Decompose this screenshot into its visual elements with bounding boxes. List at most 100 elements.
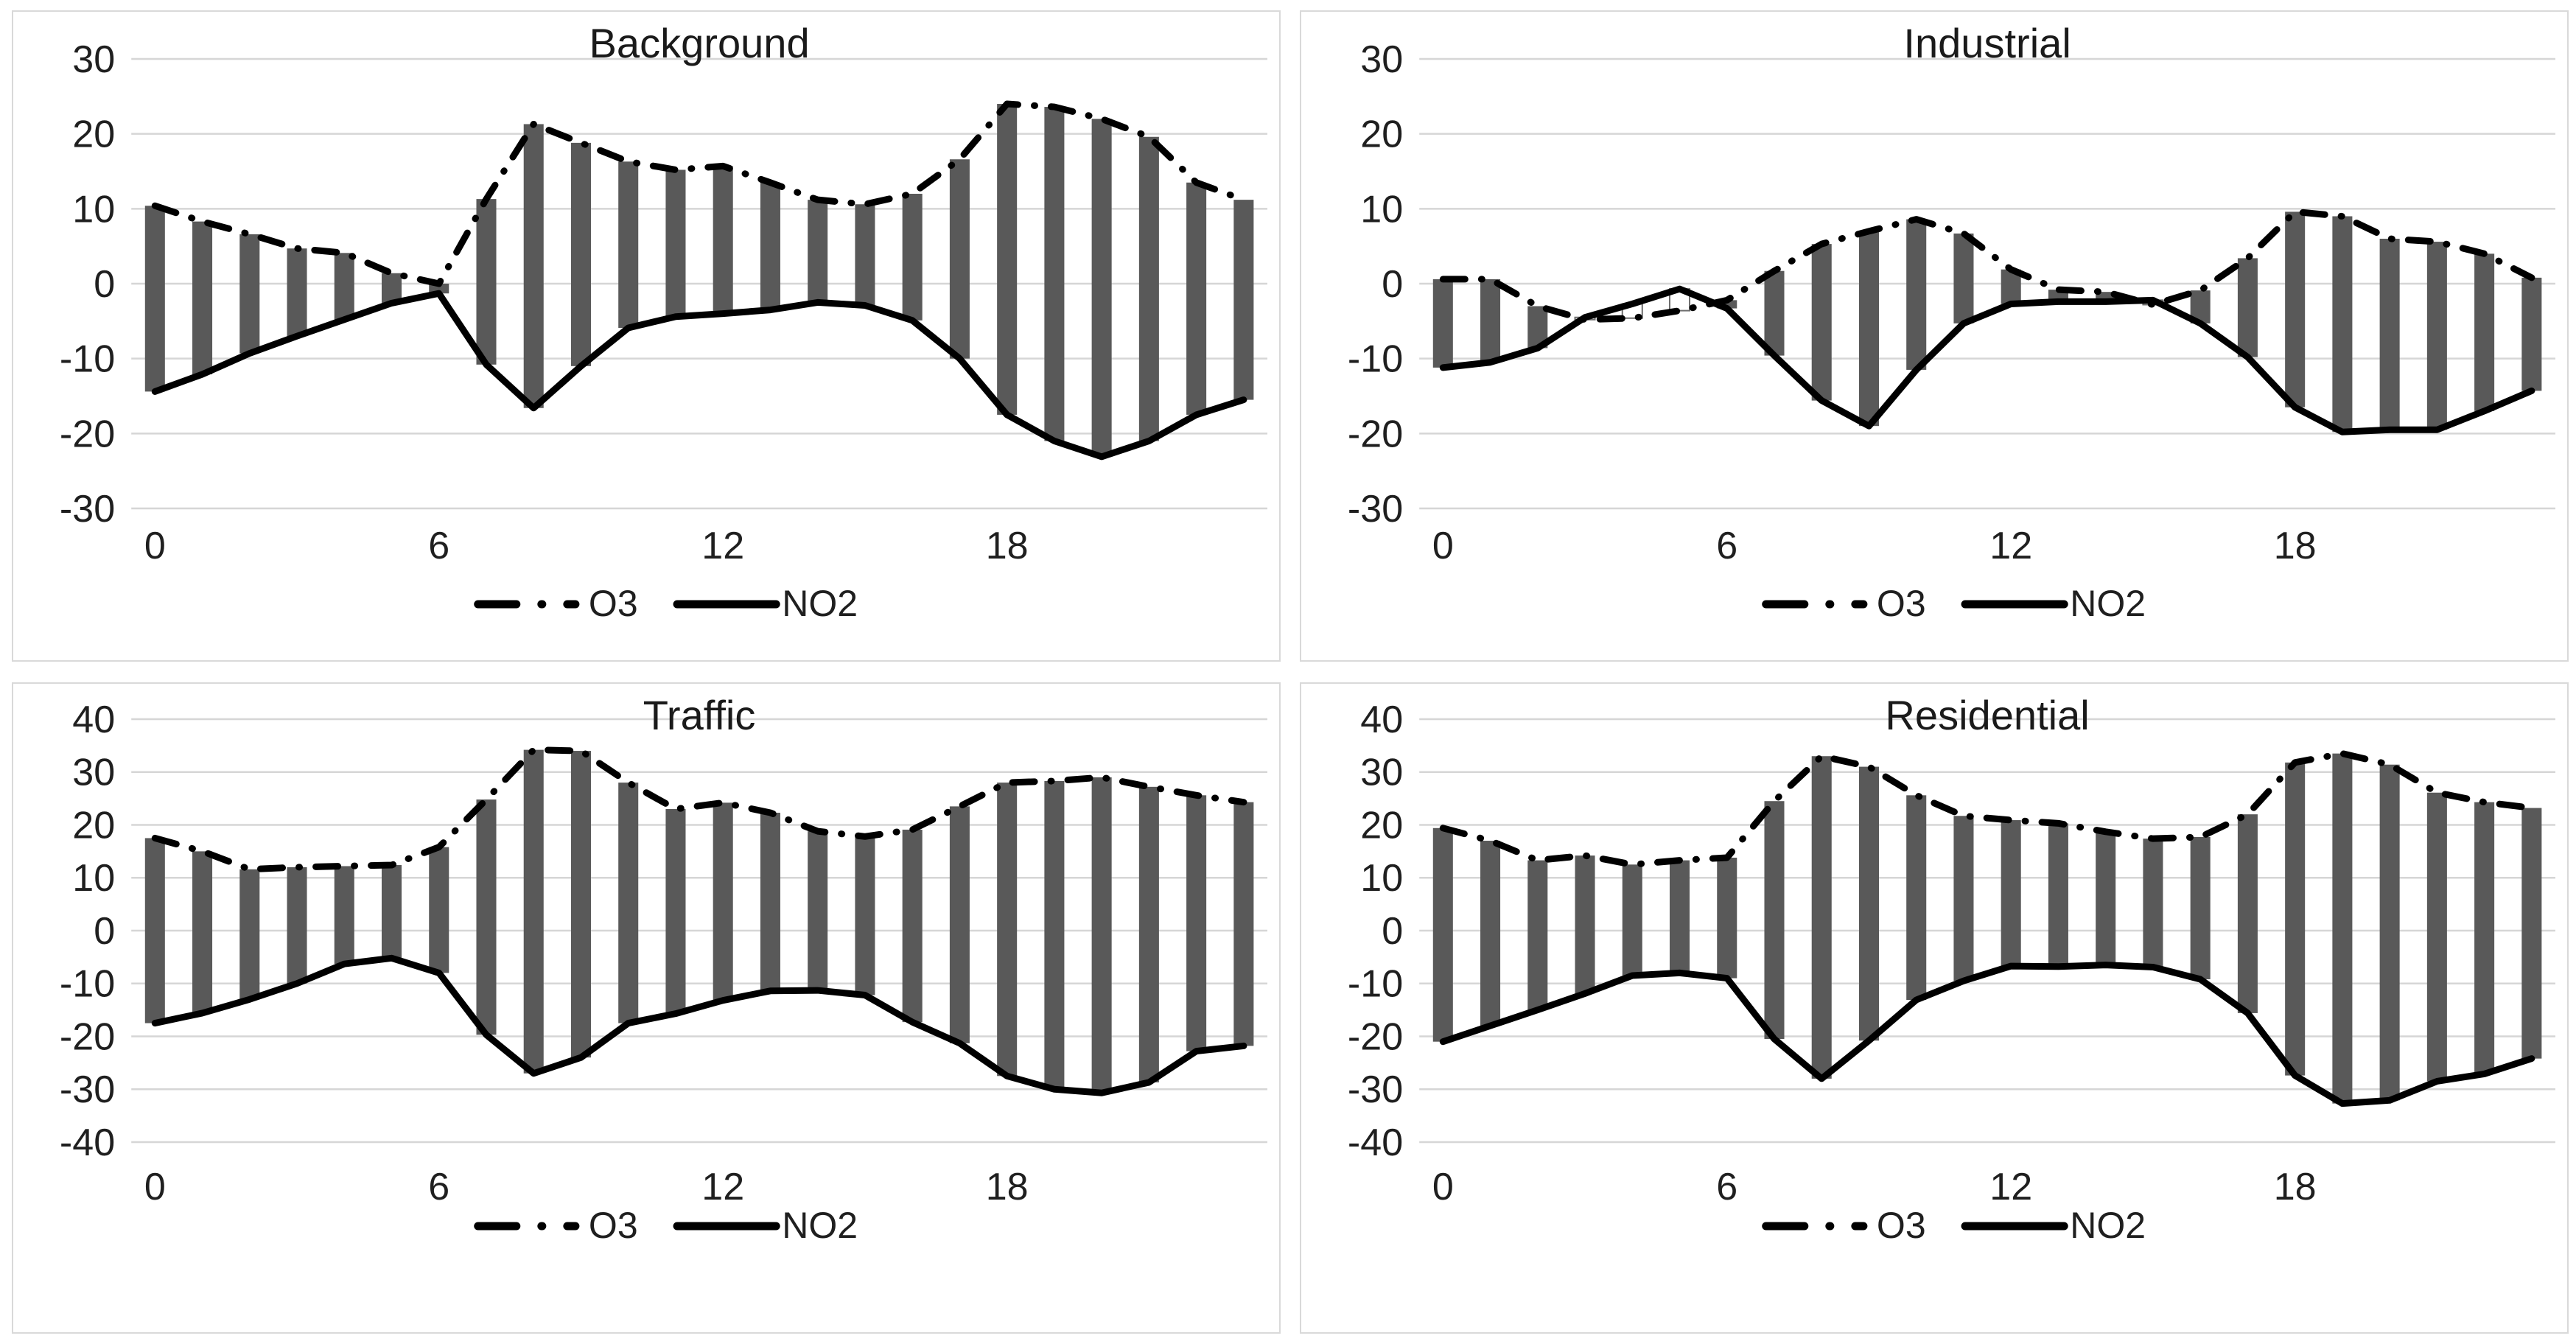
y-tick-label: -30 <box>1348 488 1403 531</box>
x-tick-label: 12 <box>1989 525 2032 567</box>
y-tick-label: 30 <box>1360 752 1403 794</box>
y-tick-label: 20 <box>1360 113 1403 156</box>
bar-hour-2 <box>1527 860 1548 1010</box>
bar-hour-16 <box>2190 837 2211 980</box>
bar-hour-16 <box>902 194 923 321</box>
bar-hour-0 <box>1432 827 1453 1042</box>
bar-hour-7 <box>476 199 497 365</box>
bar-hour-11 <box>1953 233 1974 323</box>
legend-no2-label: NO2 <box>2070 583 2146 624</box>
bar-hour-20 <box>2379 764 2400 1101</box>
chart-title: Background <box>589 20 810 66</box>
bar-hour-10 <box>1906 795 1927 1000</box>
y-tick-label: -30 <box>60 488 115 531</box>
x-tick-label: 18 <box>2274 525 2317 567</box>
bar-hour-20 <box>2379 239 2400 430</box>
bar-hour-13 <box>760 182 780 310</box>
cell-top-left: 30 20 10 0 -10 -20 -30 0 6 12 18 Background O3 NO2 <box>0 0 1288 672</box>
chart-panel-industrial: 30 20 10 0 -10 -20 -30 0 6 12 18 Industrial O3 NO2 <box>1300 10 2569 662</box>
bar-hour-0 <box>144 838 165 1023</box>
bar-hour-18 <box>2285 211 2306 407</box>
y-tick-label: -40 <box>1348 1121 1403 1164</box>
bar-hour-0 <box>144 206 165 392</box>
no2-line <box>151 954 1247 1096</box>
y-tick-label: -20 <box>60 1016 115 1059</box>
bar-hour-10 <box>618 783 639 1023</box>
x-tick-label: 12 <box>701 525 744 567</box>
bar-hour-14 <box>808 200 828 303</box>
bar-hour-3 <box>287 248 307 337</box>
bar-hour-2 <box>239 234 260 354</box>
x-tick-label: 0 <box>1432 1166 1454 1208</box>
y-tick-label: -30 <box>1348 1068 1403 1111</box>
bar-hour-23 <box>2521 808 2542 1059</box>
chart-title: Residential <box>1885 692 2089 738</box>
bar-hour-10 <box>1906 219 1927 370</box>
no2-line <box>151 290 1247 461</box>
bar-hour-8 <box>523 124 544 408</box>
y-tick-label: 40 <box>72 699 115 741</box>
bar-hour-8 <box>1811 244 1832 401</box>
o3-line <box>1439 208 2535 323</box>
bar-hour-21 <box>1138 136 1159 441</box>
x-tick-label: 12 <box>701 1166 744 1208</box>
bar-hour-9 <box>570 751 591 1058</box>
bar-hour-17 <box>2237 814 2258 1013</box>
bar-hour-14 <box>808 831 828 991</box>
bar-hour-7 <box>1764 270 1785 356</box>
y-tick-label: 0 <box>94 263 115 306</box>
o3-line <box>151 746 1247 873</box>
bar-hour-11 <box>1953 816 1974 981</box>
bar-hour-7 <box>476 799 497 1035</box>
y-tick-label: 10 <box>72 857 115 900</box>
bar-hour-18 <box>2285 762 2306 1076</box>
bar-hour-4 <box>1622 864 1642 976</box>
bar-hour-19 <box>2332 753 2353 1104</box>
legend-o3-label: O3 <box>589 583 638 624</box>
bar-hour-22 <box>1186 795 1207 1051</box>
bar-hour-7 <box>1764 801 1785 1040</box>
x-tick-label: 6 <box>1716 525 1737 567</box>
chart-industrial: 30 20 10 0 -10 -20 -30 0 6 12 18 Industrial O3 NO2 <box>1348 20 2555 624</box>
bar-hour-15 <box>855 204 875 306</box>
bar-hour-20 <box>1091 777 1112 1093</box>
y-tick-label: -20 <box>60 413 115 455</box>
bar-hour-19 <box>2332 216 2353 433</box>
x-tick-label: 6 <box>428 525 449 567</box>
bar-hour-9 <box>570 142 591 366</box>
y-tick-label: -30 <box>60 1068 115 1111</box>
cell-bottom-right: 40 30 20 10 0 -10 -20 -30 -40 0 6 12 18 Residential O3… <box>1288 672 2576 1344</box>
bar-hour-23 <box>1233 802 1254 1046</box>
bar-hour-6 <box>429 284 449 294</box>
bar-hour-0 <box>1432 279 1453 368</box>
bar-hour-3 <box>287 867 307 984</box>
bar-hour-11 <box>665 169 686 317</box>
y-tick-label: -20 <box>1348 1016 1403 1059</box>
x-tick-label: 6 <box>428 1166 449 1208</box>
bar-hour-23 <box>2521 277 2542 391</box>
bar-hour-3 <box>1575 855 1595 994</box>
bar-hour-8 <box>1811 756 1832 1079</box>
bar-hour-18 <box>997 783 1018 1077</box>
y-tick-label: -10 <box>60 963 115 1006</box>
x-tick-label: 0 <box>144 1166 166 1208</box>
bar-hour-16 <box>902 829 923 1023</box>
y-tick-label: 10 <box>1360 188 1403 231</box>
legend-no2-label: NO2 <box>2070 1205 2146 1246</box>
bar-hour-4 <box>334 253 354 320</box>
legend-o3-label: O3 <box>1877 1205 1926 1246</box>
y-tick-label: 20 <box>72 805 115 847</box>
bar-hour-21 <box>1138 786 1159 1082</box>
bar-hour-6 <box>1717 857 1737 979</box>
bar-hour-2 <box>239 869 260 1000</box>
chart-residential: 40 30 20 10 0 -10 -20 -30 -40 0 6 12 18 Residential O3… <box>1348 692 2555 1246</box>
bar-hour-8 <box>523 749 544 1074</box>
x-tick-label: 18 <box>986 1166 1029 1208</box>
bar-hour-22 <box>2474 253 2495 411</box>
bar-hour-5 <box>381 865 402 959</box>
bar-hour-20 <box>1091 119 1112 457</box>
bar-hour-21 <box>2426 792 2447 1082</box>
y-tick-label: 0 <box>94 910 115 953</box>
bar-hour-22 <box>2474 802 2495 1074</box>
bar-hour-9 <box>1858 766 1879 1041</box>
